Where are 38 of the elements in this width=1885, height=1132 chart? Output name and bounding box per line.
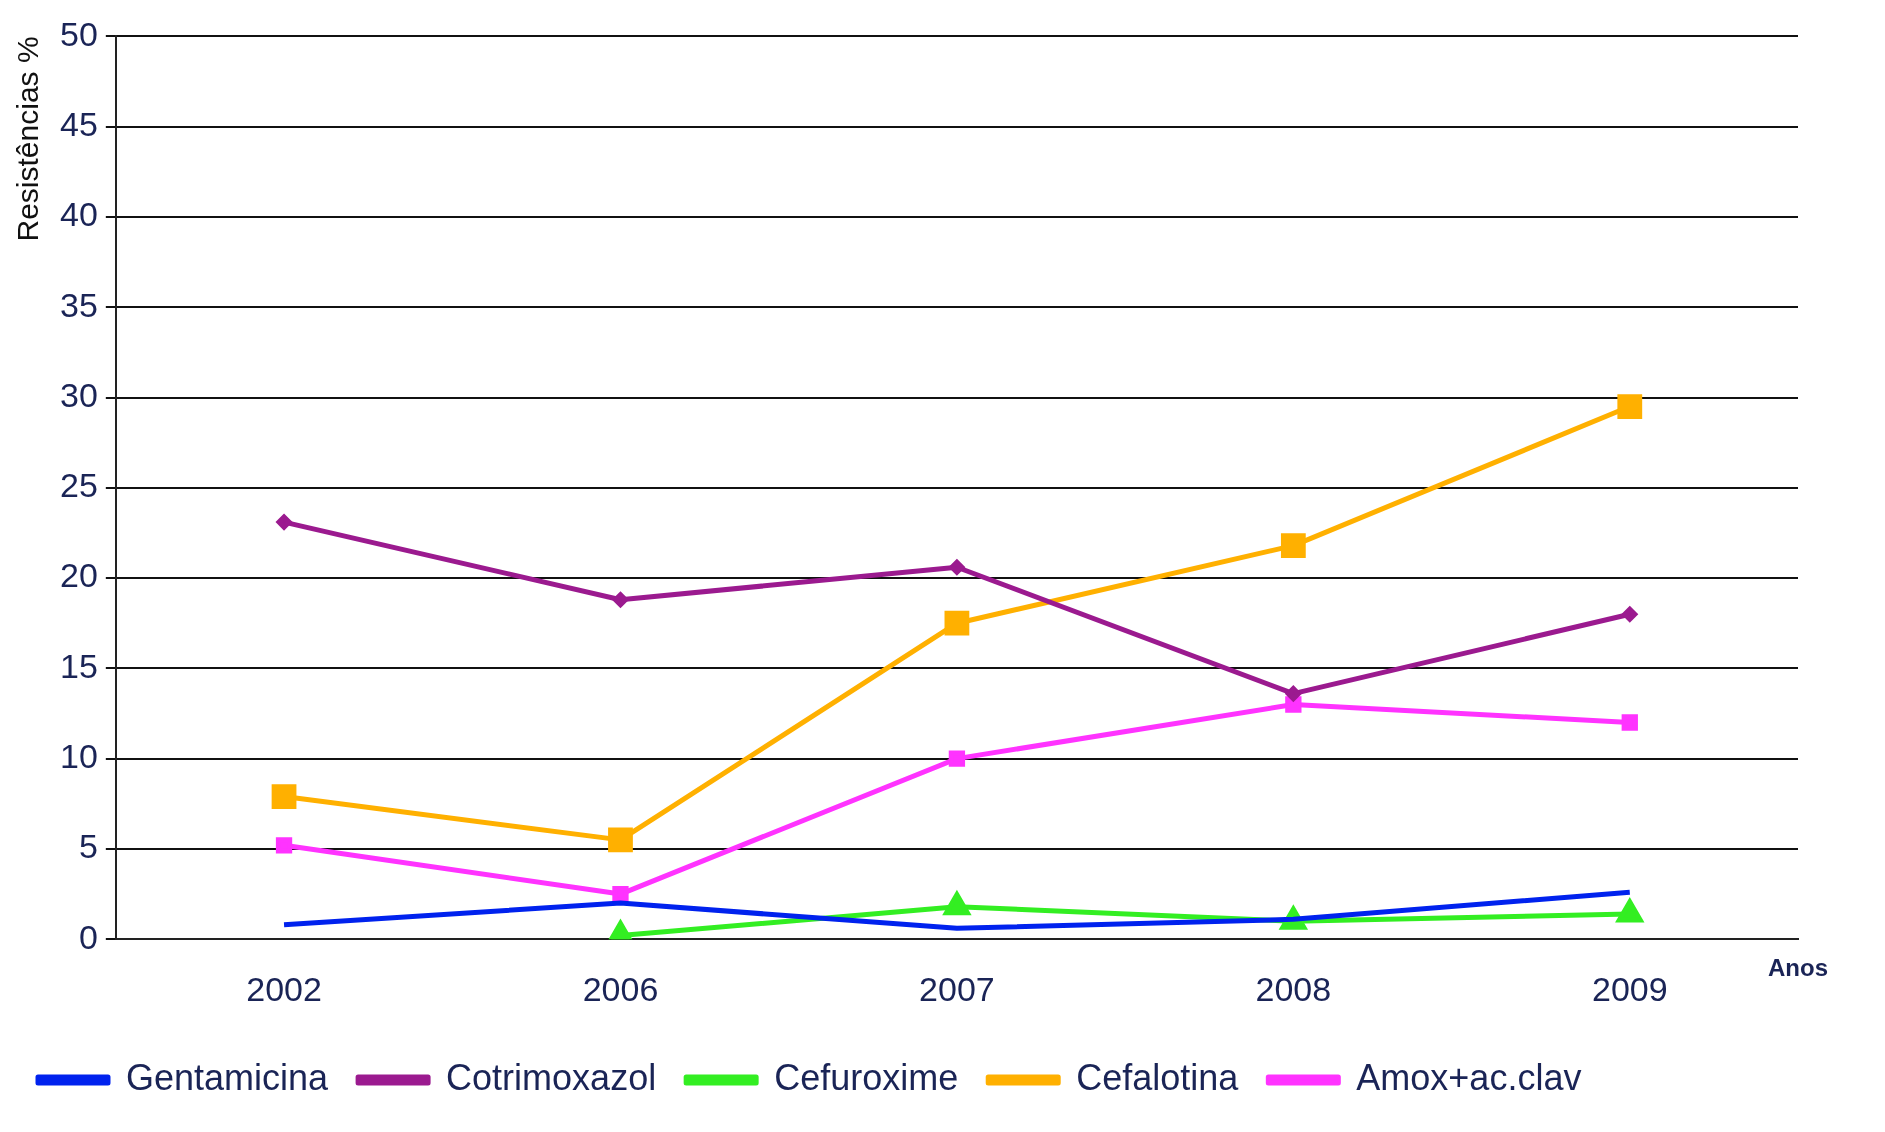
point — [608, 827, 633, 853]
point — [275, 837, 293, 854]
point — [1621, 714, 1638, 731]
y-tick-label: 30 — [59, 375, 98, 414]
point — [276, 514, 292, 530]
x-tick-label: 2007 — [919, 969, 995, 1008]
point — [1285, 686, 1301, 702]
x-tick-label: 2006 — [582, 969, 659, 1008]
y-tick-label: 45 — [59, 105, 98, 144]
point — [1280, 533, 1306, 558]
y-tick-label: 35 — [59, 285, 98, 324]
point — [612, 592, 628, 608]
point — [944, 610, 970, 636]
y-tick-label: 10 — [59, 737, 98, 776]
legend-label: Cefuroxime — [774, 1056, 959, 1098]
x-tick-label: 2009 — [1591, 969, 1668, 1008]
x-axis-title: Anos — [1768, 953, 1828, 981]
point — [948, 750, 966, 767]
point — [1285, 696, 1302, 713]
point — [612, 885, 629, 903]
point — [949, 559, 965, 575]
y-tick-label: 40 — [59, 195, 98, 234]
legend-label: Amox+ac.clav — [1356, 1056, 1582, 1098]
y-tick-label: 50 — [59, 14, 98, 53]
y-axis-title: Resistências % — [11, 36, 45, 242]
point — [271, 784, 297, 809]
legend-label: Cefalotina — [1076, 1056, 1240, 1098]
y-tick-label: 5 — [78, 827, 98, 866]
x-tick-label: 2008 — [1255, 969, 1332, 1008]
y-tick-label: 20 — [59, 556, 98, 595]
point — [1622, 606, 1638, 622]
legend-label: Gentamicina — [126, 1056, 330, 1098]
y-tick-label: 15 — [59, 646, 98, 685]
y-tick-label: 25 — [59, 466, 98, 505]
y-tick-label: 0 — [78, 917, 98, 956]
legend-label: Cotrimoxazol — [446, 1056, 657, 1098]
point — [1617, 394, 1643, 419]
x-tick-label: 2002 — [246, 969, 322, 1008]
